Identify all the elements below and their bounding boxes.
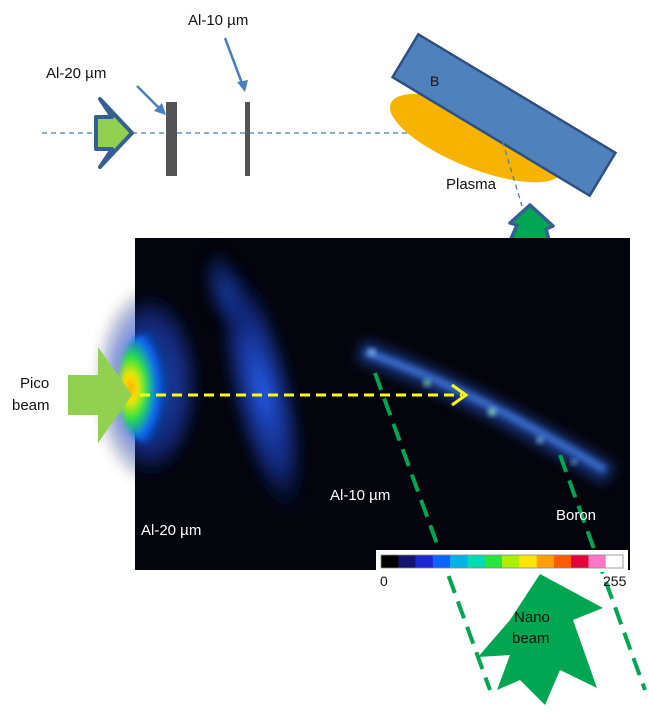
colorbar-cell <box>398 555 416 568</box>
pico-beam-arrow-small <box>94 97 134 169</box>
al10-top-label: Al-10 µm <box>188 12 248 29</box>
al10-pointer <box>223 37 245 87</box>
colorbar-cell <box>571 555 589 568</box>
colorbar-cell <box>432 555 451 568</box>
target-normal-line <box>499 132 523 207</box>
al10-foil <box>245 102 250 176</box>
al20-top-label: Al-20 µm <box>46 65 106 82</box>
al20-image-label: Al-20 µm <box>141 522 201 539</box>
colorbar-cell <box>381 555 399 568</box>
boron-label: Boron <box>556 507 596 524</box>
pico-beam-label-2: beam <box>12 397 50 414</box>
colorbar-cell <box>467 555 486 568</box>
al10-image-label: Al-10 µm <box>330 487 390 504</box>
colorbar-cell <box>484 555 503 568</box>
nano-beam-label-2: beam <box>512 630 550 647</box>
nano-beam-line-right <box>558 454 647 691</box>
pico-beam-label-1: Pico <box>20 375 49 392</box>
nano-beam-arrow <box>478 574 603 705</box>
pico-beam-arrow <box>68 347 132 443</box>
plasma-plume <box>389 93 563 183</box>
colorbar-cell <box>588 555 607 568</box>
nano-beam-label-1: Nano <box>514 609 550 626</box>
colorbar-cell <box>415 555 434 568</box>
colorbar-cell <box>502 555 520 568</box>
colorbar-min-label: 0 <box>380 573 388 589</box>
colorbar <box>376 550 628 572</box>
al10-pointer-head <box>237 80 248 92</box>
colorbar-cell <box>450 555 468 568</box>
detector-image <box>95 238 630 570</box>
nano-beam-line-left <box>373 372 492 691</box>
boron-target <box>390 32 618 198</box>
plasma-label: Plasma <box>446 176 497 193</box>
al20-pointer-head <box>154 103 166 115</box>
pico-beam-path-head <box>451 383 469 407</box>
colorbar-cell <box>553 555 572 568</box>
colorbar-max-label: 255 <box>603 573 627 589</box>
colorbar-cell <box>536 555 555 568</box>
al20-foil <box>166 102 177 176</box>
target-label: B <box>430 73 439 89</box>
colorbar-cell <box>519 555 537 568</box>
colorbar-cell <box>605 555 624 568</box>
